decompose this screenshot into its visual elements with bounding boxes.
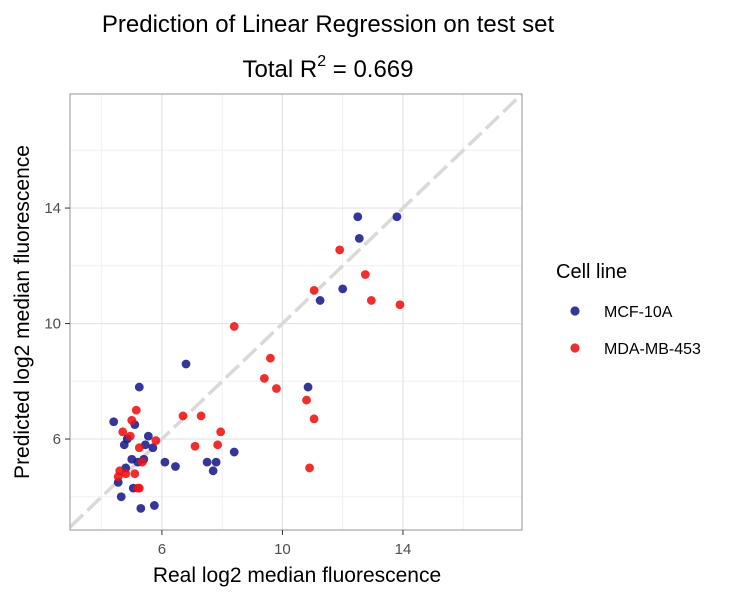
y-tick-label: 14 [44, 200, 61, 217]
data-point [171, 462, 180, 471]
data-point [121, 469, 131, 479]
reference-line-layer [68, 92, 524, 529]
data-point [160, 457, 170, 467]
data-point [190, 441, 200, 451]
series-mda-mb-453 [113, 245, 405, 493]
data-point [302, 395, 311, 405]
data-point [134, 382, 144, 392]
data-point [136, 503, 146, 513]
data-point [196, 411, 206, 421]
data-point [265, 353, 275, 363]
points-layer [109, 212, 405, 513]
x-tick-label: 6 [158, 541, 166, 558]
data-point [360, 270, 370, 279]
data-point [272, 384, 281, 393]
data-point [125, 431, 135, 441]
data-point [216, 427, 226, 437]
legend-key [570, 343, 580, 353]
legend: Cell line MCF-10A MDA-MB-453 [556, 261, 701, 358]
data-point [130, 469, 140, 479]
legend-title: Cell line [556, 261, 627, 283]
identity-line [68, 92, 524, 529]
legend-key [570, 306, 580, 316]
data-point [131, 405, 141, 415]
data-point [395, 300, 405, 310]
data-point [148, 443, 158, 453]
data-point [151, 436, 161, 445]
data-point [208, 466, 218, 476]
data-point [134, 443, 144, 453]
series-mcf-10a [109, 212, 402, 513]
data-point [118, 427, 128, 437]
x-tick-label: 14 [395, 541, 412, 558]
data-point [259, 374, 269, 383]
x-tick-label: 10 [274, 541, 291, 558]
data-point [181, 359, 191, 369]
y-tick-label: 10 [44, 316, 61, 333]
data-point [137, 457, 147, 467]
subtitle-superscript: 2 [317, 53, 326, 70]
data-point [315, 296, 325, 305]
data-point [178, 411, 188, 421]
data-point [134, 483, 144, 493]
data-point [303, 382, 313, 392]
data-point [143, 431, 153, 441]
data-point [202, 457, 212, 467]
legend-items: MCF-10A MDA-MB-453 [570, 304, 701, 358]
data-point [309, 285, 319, 295]
data-point [149, 501, 159, 510]
data-point [116, 492, 126, 502]
data-point [335, 245, 345, 255]
data-point [309, 414, 319, 424]
data-point [353, 212, 363, 222]
legend-label: MDA-MB-453 [604, 341, 701, 358]
data-point [229, 322, 239, 331]
plot-border [69, 93, 523, 531]
y-tick-label: 6 [53, 431, 61, 448]
subtitle-suffix: = 0.669 [326, 56, 413, 83]
data-point [211, 457, 221, 467]
y-axis-label: Predicted log2 median fluorescence [11, 145, 34, 479]
chart-subtitle: Total R2 = 0.669 [242, 53, 413, 83]
data-point [392, 212, 402, 222]
ticks-layer: 6 10 14 6 10 14 [44, 200, 411, 558]
subtitle-prefix: Total R [242, 56, 317, 83]
legend-label: MCF-10A [604, 304, 673, 321]
data-point [109, 417, 119, 427]
data-point [354, 233, 364, 243]
data-point [213, 440, 223, 450]
data-point [229, 447, 239, 457]
data-point [127, 415, 137, 425]
chart-title: Prediction of Linear Regression on test … [102, 11, 555, 38]
x-axis-label: Real log2 median fluorescence [153, 564, 441, 587]
data-point [366, 296, 376, 305]
data-point [338, 284, 348, 294]
data-point [305, 463, 314, 473]
